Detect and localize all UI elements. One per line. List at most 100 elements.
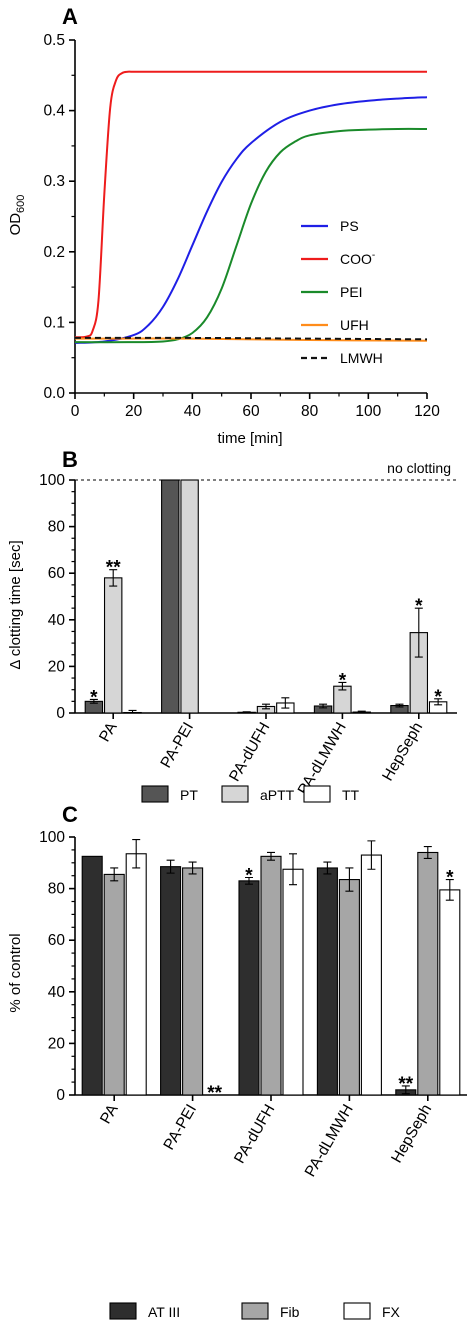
panel-c-significance-at-iii-pa-dufh: * xyxy=(245,866,253,887)
panel-c-y-tick-label: 100 xyxy=(39,829,65,846)
panel-b-bar-aptt-pa xyxy=(103,577,123,714)
panel-b-category-label: HepSeph xyxy=(379,720,426,784)
panel-b-bar-pt-pa-pei xyxy=(161,479,180,714)
panel-b-significance-pt-pa: * xyxy=(90,687,98,708)
panel-b-error-bar-aptt-pa-dlmwh xyxy=(338,681,347,691)
series-line-coo xyxy=(74,70,427,339)
panel-b-y-tick-label: 40 xyxy=(48,612,66,629)
panel-b-y-tick-label: 0 xyxy=(56,705,65,722)
legend-label-ps: PS xyxy=(340,218,359,234)
panel-a-x-tick-label: 20 xyxy=(125,403,143,420)
panel-c-y-tick-label: 20 xyxy=(48,1035,66,1052)
panel-b-significance-aptt-pa: ** xyxy=(106,558,121,579)
panel-b-error-bar-pt-hepseph xyxy=(395,703,404,708)
panel-b-category-label: PA xyxy=(96,719,121,745)
panel-b-legend: PT aPTT TT xyxy=(141,785,360,803)
panel-b-bars: ****** xyxy=(84,479,448,714)
panel-a-y-tick-label: 0.3 xyxy=(43,173,65,190)
panel-a-x-tick-label: 100 xyxy=(355,403,381,420)
panel-c-y-tick-label: 80 xyxy=(48,881,66,898)
panel-a-legend: PS COO- PEI UFH LMWH xyxy=(301,218,383,366)
panel-c-bar-fib-hepseph xyxy=(417,851,439,1096)
panel-c-error-bar-at-iii-pa-dufh xyxy=(245,876,253,885)
panel-b-category-label: PA-PEI xyxy=(158,720,198,772)
panel-b-error-bar-aptt-hepseph xyxy=(414,607,423,658)
panel-c-bar-at-iii-pa-dlmwh xyxy=(316,867,338,1096)
panel-a-axes: 0.0 0.1 0.2 0.3 0.4 0.5 0 20 40 60 80 100 120 xyxy=(43,32,440,420)
panel-c-bar-fx-hepseph xyxy=(439,889,461,1096)
series-line-lmwh xyxy=(74,336,428,341)
panel-c-error-bar-fx-pa-dufh xyxy=(289,853,297,886)
panel-c-bar-fx-pa-dlmwh xyxy=(360,854,382,1096)
panel-b-significance-tt-hepseph: * xyxy=(434,687,442,708)
panel-c-legend-swatch-fx xyxy=(343,1302,371,1320)
panel-c-significance-fx-hepseph: * xyxy=(446,868,454,889)
panel-a-y-tick-label: 0.5 xyxy=(43,32,65,49)
panel-b-legend-label-pt: PT xyxy=(180,787,198,803)
panel-a-letter: A xyxy=(62,4,78,29)
panel-c-bar-fib-pa-dufh xyxy=(260,855,282,1096)
panel-b-y-axis-label: Δ clotting time [sec] xyxy=(7,540,24,669)
panel-c-error-bar-fx-pa-dlmwh xyxy=(367,840,376,870)
panel-c-bars: ****** xyxy=(81,839,461,1104)
panel-a-y-tick-label: 0.0 xyxy=(43,385,65,402)
panel-b-legend-swatch-tt xyxy=(303,785,331,803)
legend-label-coo: COO- xyxy=(340,250,375,267)
panel-b-y-tick-label: 20 xyxy=(48,658,66,675)
panel-c: C 0 20 40 60 80 100 PA PA-PEI PA-dUFH PA-dLMWH Hep… xyxy=(7,802,467,1320)
panel-c-legend-label-fx: FX xyxy=(382,1304,401,1320)
panel-c-error-bar-at-iii-pa-dlmwh xyxy=(323,861,332,875)
legend-label-pei: PEI xyxy=(340,284,363,300)
panel-c-category-label: PA xyxy=(97,1101,122,1127)
panel-c-legend-swatch-at-iii xyxy=(109,1302,137,1320)
panel-a-x-tick-label: 120 xyxy=(414,403,440,420)
panel-c-error-bar-fib-pa xyxy=(110,867,119,882)
panel-b-error-bar-pt-pa xyxy=(89,698,98,704)
panel-c-y-tick-label: 60 xyxy=(48,932,66,949)
panel-b-error-bar-pt-pa-dlmwh xyxy=(319,703,328,709)
panel-b-letter: B xyxy=(62,447,78,472)
series-line-ps xyxy=(74,96,428,344)
panel-c-bar-at-iii-pa-dufh xyxy=(238,880,260,1096)
panel-a-y-tick-label: 0.4 xyxy=(43,103,65,120)
panel-c-bar-fib-pa-pei xyxy=(182,867,204,1096)
panel-c-error-bar-at-iii-hepseph xyxy=(401,1085,410,1095)
panel-c-category-label: PA-PEI xyxy=(161,1102,201,1154)
panel-b-category-label: PA-dUFH xyxy=(226,720,273,785)
panel-a-y-axis-label: OD600 xyxy=(7,195,27,236)
panel-b-significance-aptt-hepseph: * xyxy=(415,596,423,617)
panel-c-bar-fib-pa xyxy=(103,873,125,1096)
panel-c-y-tick-label: 40 xyxy=(48,984,66,1001)
panel-a-y-tick-label: 0.2 xyxy=(43,244,65,261)
panel-c-letter: C xyxy=(62,802,78,827)
panel-a-y-tick-label: 0.1 xyxy=(43,314,65,331)
panel-b-error-bar-aptt-pa-dufh xyxy=(262,703,270,710)
panel-c-bar-at-iii-pa-pei xyxy=(160,866,182,1096)
panel-c-y-axis-label: % of control xyxy=(7,933,24,1012)
panel-c-legend-swatch-fib xyxy=(241,1302,269,1320)
panel-c-legend-label-fib: Fib xyxy=(280,1304,300,1320)
panel-b-bar-aptt-pa-pei xyxy=(180,479,199,714)
legend-label-lmwh: LMWH xyxy=(340,350,383,366)
panel-a-x-tick-label: 0 xyxy=(71,403,80,420)
panel-c-error-bar-fib-pa-dufh xyxy=(267,851,275,861)
panel-c-category-label: PA-dLMWH xyxy=(302,1102,357,1180)
panel-c-y-tick-label: 0 xyxy=(56,1087,65,1104)
panel-b-error-bar-tt-pa-dlmwh xyxy=(357,710,366,714)
panel-c-bar-fx-pa xyxy=(125,853,147,1096)
panel-c-category-label: PA-dUFH xyxy=(231,1102,278,1167)
panel-a-x-axis-label: time [min] xyxy=(217,430,282,447)
panel-b-legend-swatch-pt xyxy=(141,785,169,803)
panel-a-x-tick-label: 80 xyxy=(301,403,319,420)
legend-label-ufh: UFH xyxy=(340,317,369,333)
series-line-pei xyxy=(74,127,428,344)
panel-b-y-tick-label: 100 xyxy=(39,472,65,489)
panel-b-error-bar-aptt-pa xyxy=(109,569,118,587)
panel-a-x-tick-label: 60 xyxy=(242,403,260,420)
panel-a: A 0.0 0.1 0.2 0.3 0.4 0.5 0 20 40 60 80 100 120 time… xyxy=(7,4,440,447)
panel-c-bar-fx-pa-dufh xyxy=(282,868,304,1096)
panel-b-error-bar-tt-pa xyxy=(128,709,137,714)
